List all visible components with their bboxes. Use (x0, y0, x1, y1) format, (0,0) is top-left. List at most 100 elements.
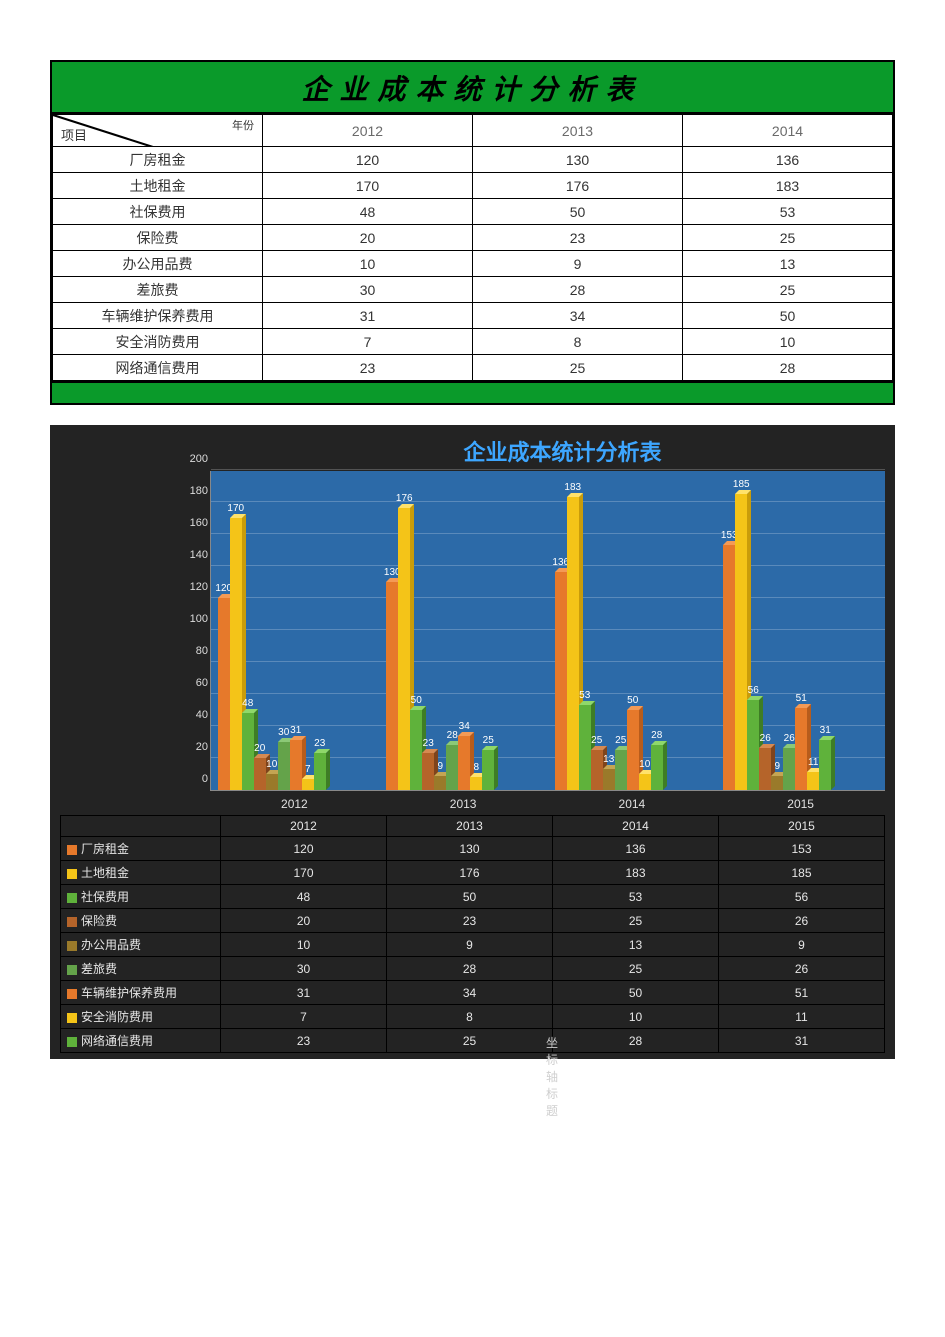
row-name-cell: 土地租金 (53, 173, 263, 199)
row-value-cell: 7 (263, 329, 473, 355)
bar-value-label: 13 (603, 754, 614, 765)
legend-header-row: 2012201320142015 (61, 816, 885, 837)
legend-value-cell: 48 (221, 885, 387, 909)
bar: 31 (819, 740, 831, 790)
bar: 31 (290, 740, 302, 790)
bar: 11 (807, 772, 819, 790)
bar: 50 (410, 710, 422, 790)
legend-series-name: 办公用品费 (61, 933, 221, 957)
legend-value-cell: 10 (553, 1005, 719, 1029)
legend-value-cell: 170 (221, 861, 387, 885)
bar: 48 (242, 713, 254, 790)
bar: 170 (230, 518, 242, 790)
row-value-cell: 28 (473, 277, 683, 303)
top-table-bottom-strip (50, 383, 895, 405)
row-value-cell: 183 (683, 173, 893, 199)
corner-item-label: 项目 (61, 125, 87, 144)
legend-value-cell: 136 (553, 837, 719, 861)
row-value-cell: 20 (263, 225, 473, 251)
legend-swatch-icon (67, 845, 77, 855)
bar: 25 (615, 750, 627, 790)
chart-title: 企业成本统计分析表 (240, 435, 885, 467)
row-value-cell: 176 (473, 173, 683, 199)
legend-row: 车辆维护保养费用31345051 (61, 981, 885, 1005)
legend-series-name: 安全消防费用 (61, 1005, 221, 1029)
year-bar-group: 1531855626926511131 (723, 494, 871, 790)
legend-row: 网络通信费用2325坐标轴标题2831 (61, 1029, 885, 1053)
legend-value-cell: 9 (719, 933, 885, 957)
legend-value-cell: 25 (553, 909, 719, 933)
row-value-cell: 8 (473, 329, 683, 355)
y-tick-label: 160 (190, 517, 208, 529)
legend-value-cell: 23 (387, 909, 553, 933)
legend-value-cell: 53 (553, 885, 719, 909)
bar: 25 (591, 750, 603, 790)
table-row: 保险费202325 (53, 225, 893, 251)
bar: 185 (735, 494, 747, 790)
corner-year-label: 年份 (232, 117, 254, 133)
legend-swatch-icon (67, 965, 77, 975)
legend-value-cell: 56 (719, 885, 885, 909)
y-tick-label: 180 (190, 485, 208, 497)
legend-swatch-icon (67, 869, 77, 879)
bar-value-label: 20 (254, 743, 265, 754)
bar: 10 (266, 774, 278, 790)
top-table-title: 企业成本统计分析表 (52, 62, 893, 114)
row-value-cell: 13 (683, 251, 893, 277)
table-row: 办公用品费10913 (53, 251, 893, 277)
bar-value-label: 23 (423, 738, 434, 749)
y-tick-label: 200 (190, 453, 208, 465)
row-value-cell: 50 (473, 199, 683, 225)
legend-year-header: 2015 (719, 816, 885, 837)
y-tick-label: 120 (190, 581, 208, 593)
x-tick-label: 2015 (716, 797, 885, 811)
legend-value-cell: 11 (719, 1005, 885, 1029)
table-row: 网络通信费用232528 (53, 355, 893, 381)
row-value-cell: 120 (263, 147, 473, 173)
bar-value-label: 51 (796, 693, 807, 704)
legend-value-cell: 130 (387, 837, 553, 861)
row-value-cell: 30 (263, 277, 473, 303)
bar: 56 (747, 700, 759, 790)
legend-value-cell: 20 (221, 909, 387, 933)
bar-value-label: 23 (314, 738, 325, 749)
legend-value-cell: 185 (719, 861, 885, 885)
legend-value-cell: 25 (553, 957, 719, 981)
bar: 9 (771, 776, 783, 790)
row-name-cell: 差旅费 (53, 277, 263, 303)
bar-value-label: 50 (627, 695, 638, 706)
bar-value-label: 11 (808, 757, 818, 768)
bar: 26 (783, 748, 795, 790)
legend-series-name: 网络通信费用 (61, 1029, 221, 1053)
bar: 51 (795, 708, 807, 790)
bar: 26 (759, 748, 771, 790)
legend-swatch-icon (67, 917, 77, 927)
legend-value-cell: 50 (553, 981, 719, 1005)
legend-row: 办公用品费109139 (61, 933, 885, 957)
bar-value-label: 8 (473, 762, 479, 773)
row-value-cell: 130 (473, 147, 683, 173)
row-name-cell: 办公用品费 (53, 251, 263, 277)
bar-value-label: 25 (615, 735, 626, 746)
legend-series-name: 差旅费 (61, 957, 221, 981)
legend-value-cell: 26 (719, 957, 885, 981)
bar-value-label: 56 (748, 685, 759, 696)
bar-value-label: 48 (242, 698, 253, 709)
legend-row: 厂房租金120130136153 (61, 837, 885, 861)
bar: 20 (254, 758, 266, 790)
bar: 10 (639, 774, 651, 790)
top-table-corner-cell: 年份 项目 (53, 115, 263, 147)
legend-value-cell: 50 (387, 885, 553, 909)
bar: 130 (386, 582, 398, 790)
legend-value-cell: 28 (553, 1029, 719, 1053)
y-tick-label: 40 (196, 709, 208, 721)
bar-value-label: 26 (760, 733, 771, 744)
legend-value-cell: 176 (387, 861, 553, 885)
legend-swatch-icon (67, 1013, 77, 1023)
legend-row: 社保费用48505356 (61, 885, 885, 909)
top-table-year-header: 2013 (473, 115, 683, 147)
gridline (211, 469, 885, 470)
x-axis: 2012201320142015 (60, 797, 885, 811)
x-tick-label: 2013 (379, 797, 548, 811)
legend-swatch-icon (67, 893, 77, 903)
